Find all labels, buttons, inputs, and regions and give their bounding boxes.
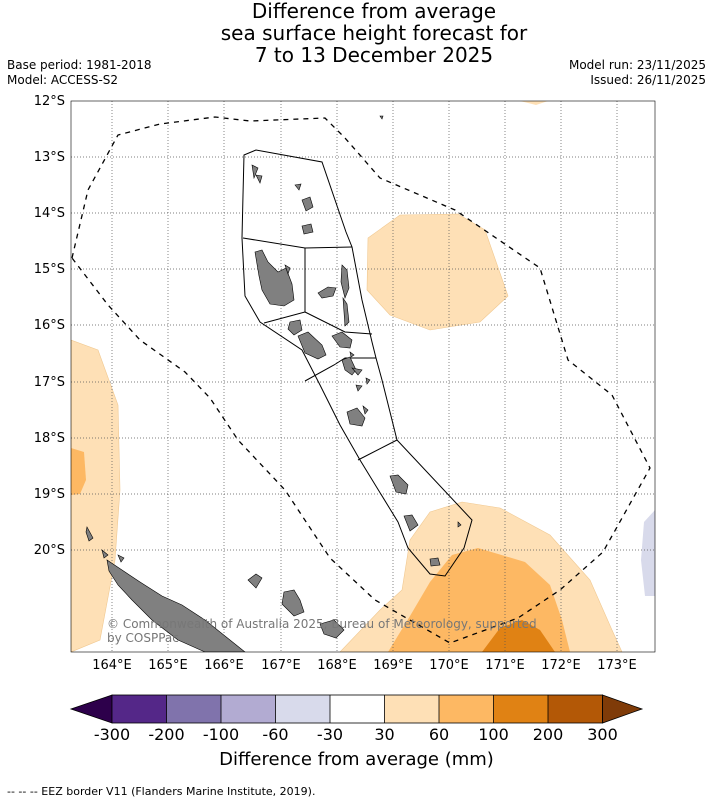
colorbar-bin-9	[548, 695, 603, 723]
lon-label-173e: 173°E	[597, 658, 637, 673]
lat-label-14s: 14°S	[33, 206, 65, 221]
colorbar-label-minus-30: -30	[316, 725, 344, 744]
anomaly-patch-top	[520, 101, 548, 105]
title-line-3: 7 to 13 December 2025	[254, 43, 494, 67]
lon-label-171e: 171°E	[485, 658, 525, 673]
base-period-text: Base period: 1981-2018	[7, 58, 152, 72]
title-line-1: Difference from average	[251, 0, 497, 23]
copyright-line-1: © Commonwealth of Australia 2025, Bureau…	[107, 617, 537, 631]
colorbar-bin-2	[166, 695, 221, 723]
colorbar	[69, 694, 644, 724]
colorbar-label-minus-300: -300	[93, 725, 131, 744]
lat-label-18s: 18°S	[33, 431, 65, 446]
colorbar-label-200: 200	[532, 725, 564, 744]
lon-label-166e: 166°E	[204, 658, 244, 673]
copyright-note: © Commonwealth of Australia 2025, Bureau…	[107, 617, 537, 645]
colorbar-bin-6	[384, 695, 439, 723]
colorbar-bin-7	[439, 695, 494, 723]
lat-label-17s: 17°S	[33, 375, 65, 390]
colorbar-bin-4	[275, 695, 330, 723]
lon-label-172e: 172°E	[541, 658, 581, 673]
model-text: Model: ACCESS-S2	[7, 73, 119, 87]
colorbar-bin-5	[330, 695, 385, 723]
lon-label-168e: 168°E	[317, 658, 357, 673]
colorbar-label-300: 300	[587, 725, 618, 744]
colorbar-label-minus-100: -100	[202, 725, 240, 744]
colorbar-label-100: 100	[478, 725, 509, 744]
colorbar-label-30: 30	[374, 725, 395, 744]
colorbar-title: Difference from average (mm)	[219, 749, 494, 770]
lon-label-167e: 167°E	[261, 658, 301, 673]
anomaly-patch-east	[366, 213, 509, 331]
lat-label-13s: 13°S	[33, 150, 65, 165]
issued-text: Issued: 26/11/2025	[590, 73, 706, 87]
anomaly-patch-south-core	[482, 620, 555, 652]
info-left: Base period: 1981-2018 Model: ACCESS-S2	[7, 58, 152, 88]
anomaly-field	[71, 101, 655, 652]
model-run-text: Model run: 23/11/2025	[568, 58, 706, 72]
colorbar-bin-3	[221, 695, 276, 723]
copyright-line-2: by COSPPac	[107, 631, 179, 645]
lat-label-15s: 15°S	[33, 262, 65, 277]
colorbar-bin-1	[112, 695, 167, 723]
lat-label-16s: 16°S	[33, 318, 65, 333]
info-right: Model run: 23/11/2025 Issued: 26/11/2025	[569, 58, 706, 88]
anomaly-patch-west-inner	[71, 448, 86, 495]
lat-label-19s: 19°S	[33, 487, 65, 502]
anomaly-patch-negative	[641, 510, 655, 596]
colorbar-extend-low	[69, 694, 113, 724]
colorbar-label-60: 60	[428, 725, 450, 744]
map-frame	[70, 100, 656, 653]
new-caledonia-islands	[85, 526, 345, 652]
province-boundaries	[241, 149, 473, 577]
eez-border	[71, 116, 651, 644]
colorbar-extend-high	[602, 694, 644, 724]
colorbar-label-minus-60: -60	[262, 725, 289, 744]
lat-label-20s: 20°S	[33, 543, 65, 558]
anomaly-patch-west	[71, 339, 121, 652]
eez-footnote: -- -- -- EEZ border V11 (Flanders Marine…	[7, 785, 316, 798]
lat-label-12s: 12°S	[33, 94, 65, 109]
vanuatu-islands	[251, 115, 462, 567]
colorbar-label-minus-200: -200	[148, 725, 185, 744]
colorbar-frame	[111, 694, 603, 724]
title-line-2: sea surface height forecast for	[220, 21, 528, 45]
lon-label-169e: 169°E	[373, 658, 413, 673]
lon-label-165e: 165°E	[148, 658, 188, 673]
colorbar-bin-8	[493, 695, 548, 723]
map-canvas	[70, 100, 656, 653]
map-title: Difference from average sea surface heig…	[0, 0, 713, 66]
colorbar-dividers	[166, 695, 549, 723]
lon-label-164e: 164°E	[92, 658, 132, 673]
graticule	[71, 101, 655, 652]
lon-label-170e: 170°E	[429, 658, 469, 673]
